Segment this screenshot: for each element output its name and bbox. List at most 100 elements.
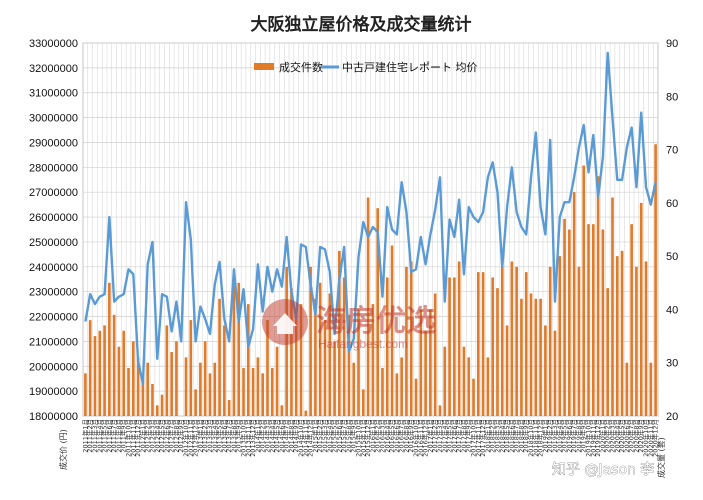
x-tick-label: 2013年11月 [243,419,252,457]
bar-mark [361,389,365,416]
bar-mark [635,266,638,416]
x-tick-label: 2017年3月 [435,419,444,453]
bar-mark [84,373,87,416]
x-tick-label: 2014年5月 [272,419,281,453]
x-tick-label: 2018年9月 [521,419,530,453]
bar-mark [318,282,322,416]
x-tick-label: 2017年2月 [430,419,439,453]
bar-mark [155,405,159,416]
x-tick-label: 2020年9月 [636,419,645,453]
x-tick-label: 2019年3月 [550,419,559,453]
x-tick-label: 2014年4月 [267,419,276,453]
x-tick-label: 2016年8月 [401,419,410,453]
x-axis-ticks: 2011年1月2011年2月2011年3月2011年4月2011年5月2011年… [80,419,659,457]
right-tick-label: 60 [666,198,678,210]
x-tick-label: 2011年5月 [100,419,109,453]
chart-title: 大阪独立屋价格及成交量统计 [251,14,472,35]
x-tick-label: 2014年10月 [296,419,305,457]
bar-mark [644,261,648,416]
x-tick-label: 2015年2月 [315,419,324,453]
bar-mark [160,394,164,416]
x-tick-label: 2015年12月 [363,419,372,457]
x-tick-label: 2012年8月 [171,419,180,453]
x-tick-label: 2018年1月 [483,419,492,453]
x-tick-label: 2019年1月 [540,419,549,453]
bar-mark [256,357,260,416]
left-tick-label: 21000000 [29,336,78,348]
legend-swatch-bar [254,63,274,70]
bar-mark [390,245,394,416]
x-tick-label: 2019年11月 [588,419,597,457]
bar-mark [500,266,504,416]
x-tick-label: 2019年4月 [555,419,564,453]
x-tick-label: 2012年2月 [143,419,152,453]
x-tick-label: 2017年6月 [449,419,458,453]
house-shape [273,313,297,334]
bar-mark [529,293,533,416]
x-tick-label: 2013年4月 [210,419,219,453]
x-tick-label: 2011年2月 [85,419,94,453]
x-tick-label: 2020年2月 [603,419,612,453]
legend-label-bar: 成交件数 [279,60,323,74]
bar-mark [582,165,586,416]
bar-mark [376,208,380,416]
bar-mark [615,256,619,416]
right-y-axis-ticks: 90 80 70 60 50 40 30 20 [666,38,678,423]
x-tick-label: 2017年12月 [478,419,487,457]
x-tick-label: 2017年7月 [454,419,463,453]
bar-mark [572,192,576,416]
bar-mark [591,224,595,416]
x-tick-label: 2013年6月 [219,419,228,453]
x-tick-label: 2011年8月 [114,419,123,453]
bar-mark [227,400,231,416]
x-tick-label: 2014年2月 [258,419,267,453]
watermark-brand: 海房优选 [316,304,436,339]
x-tick-label: 2012年7月 [167,419,176,453]
bar-mark [515,266,518,416]
bar-mark [122,330,126,416]
bar-mark [548,266,552,416]
bar-mark [400,357,403,416]
x-tick-label: 2019年10月 [584,419,593,457]
x-tick-label: 2018年7月 [512,419,521,453]
x-tick-label: 2012年9月 [176,419,185,453]
x-tick-label: 2015年7月 [339,419,348,453]
left-y-axis-ticks: 33000000 32000000 31000000 30000000 29000000… [29,38,78,423]
bar-mark [93,336,97,416]
bar-mark [649,362,653,416]
author-credit: 知乎 @Jason 李 [552,461,654,478]
legend: 成交件数 中古戸建住宅レポート 均价 [254,60,478,74]
x-tick-label: 2013年10月 [239,419,248,457]
x-tick-label: 2014年7月 [282,419,291,453]
x-tick-label: 2011年7月 [109,419,118,453]
bar-mark [251,368,255,416]
bar-mark [414,378,418,416]
bar-mark [381,368,384,416]
x-tick-label: 2020年4月 [612,419,621,453]
bar-mark [596,176,600,416]
x-tick-label: 2017年11月 [473,419,482,457]
x-tick-label: 2019年2月 [545,419,554,453]
bar-mark [309,266,312,416]
left-tick-label: 26000000 [29,212,78,224]
x-tick-label: 2016年1月 [368,419,377,453]
x-tick-label: 2019年12月 [593,419,602,457]
x-tick-label: 2016年5月 [387,419,396,453]
bar-mark [242,368,245,416]
x-tick-label: 2017年10月 [469,419,478,457]
bar-mark [189,320,193,416]
bar-mark [558,256,562,416]
x-tick-label: 2014年11月 [301,419,310,457]
bar-mark [338,250,341,416]
x-tick-label: 2019年9月 [579,419,588,453]
x-tick-label: 2018年5月 [502,419,511,453]
x-tick-label: 2017年4月 [440,419,449,453]
bar-mark [151,384,154,416]
left-tick-label: 29000000 [29,137,78,149]
x-tick-label: 2016年4月 [382,419,391,453]
bar-mark [357,309,360,416]
bar-mark [524,272,528,416]
right-axis-label: 成交量 (套) [656,437,666,478]
bar-mark [199,362,202,416]
x-tick-label: 2019年5月 [560,419,569,453]
